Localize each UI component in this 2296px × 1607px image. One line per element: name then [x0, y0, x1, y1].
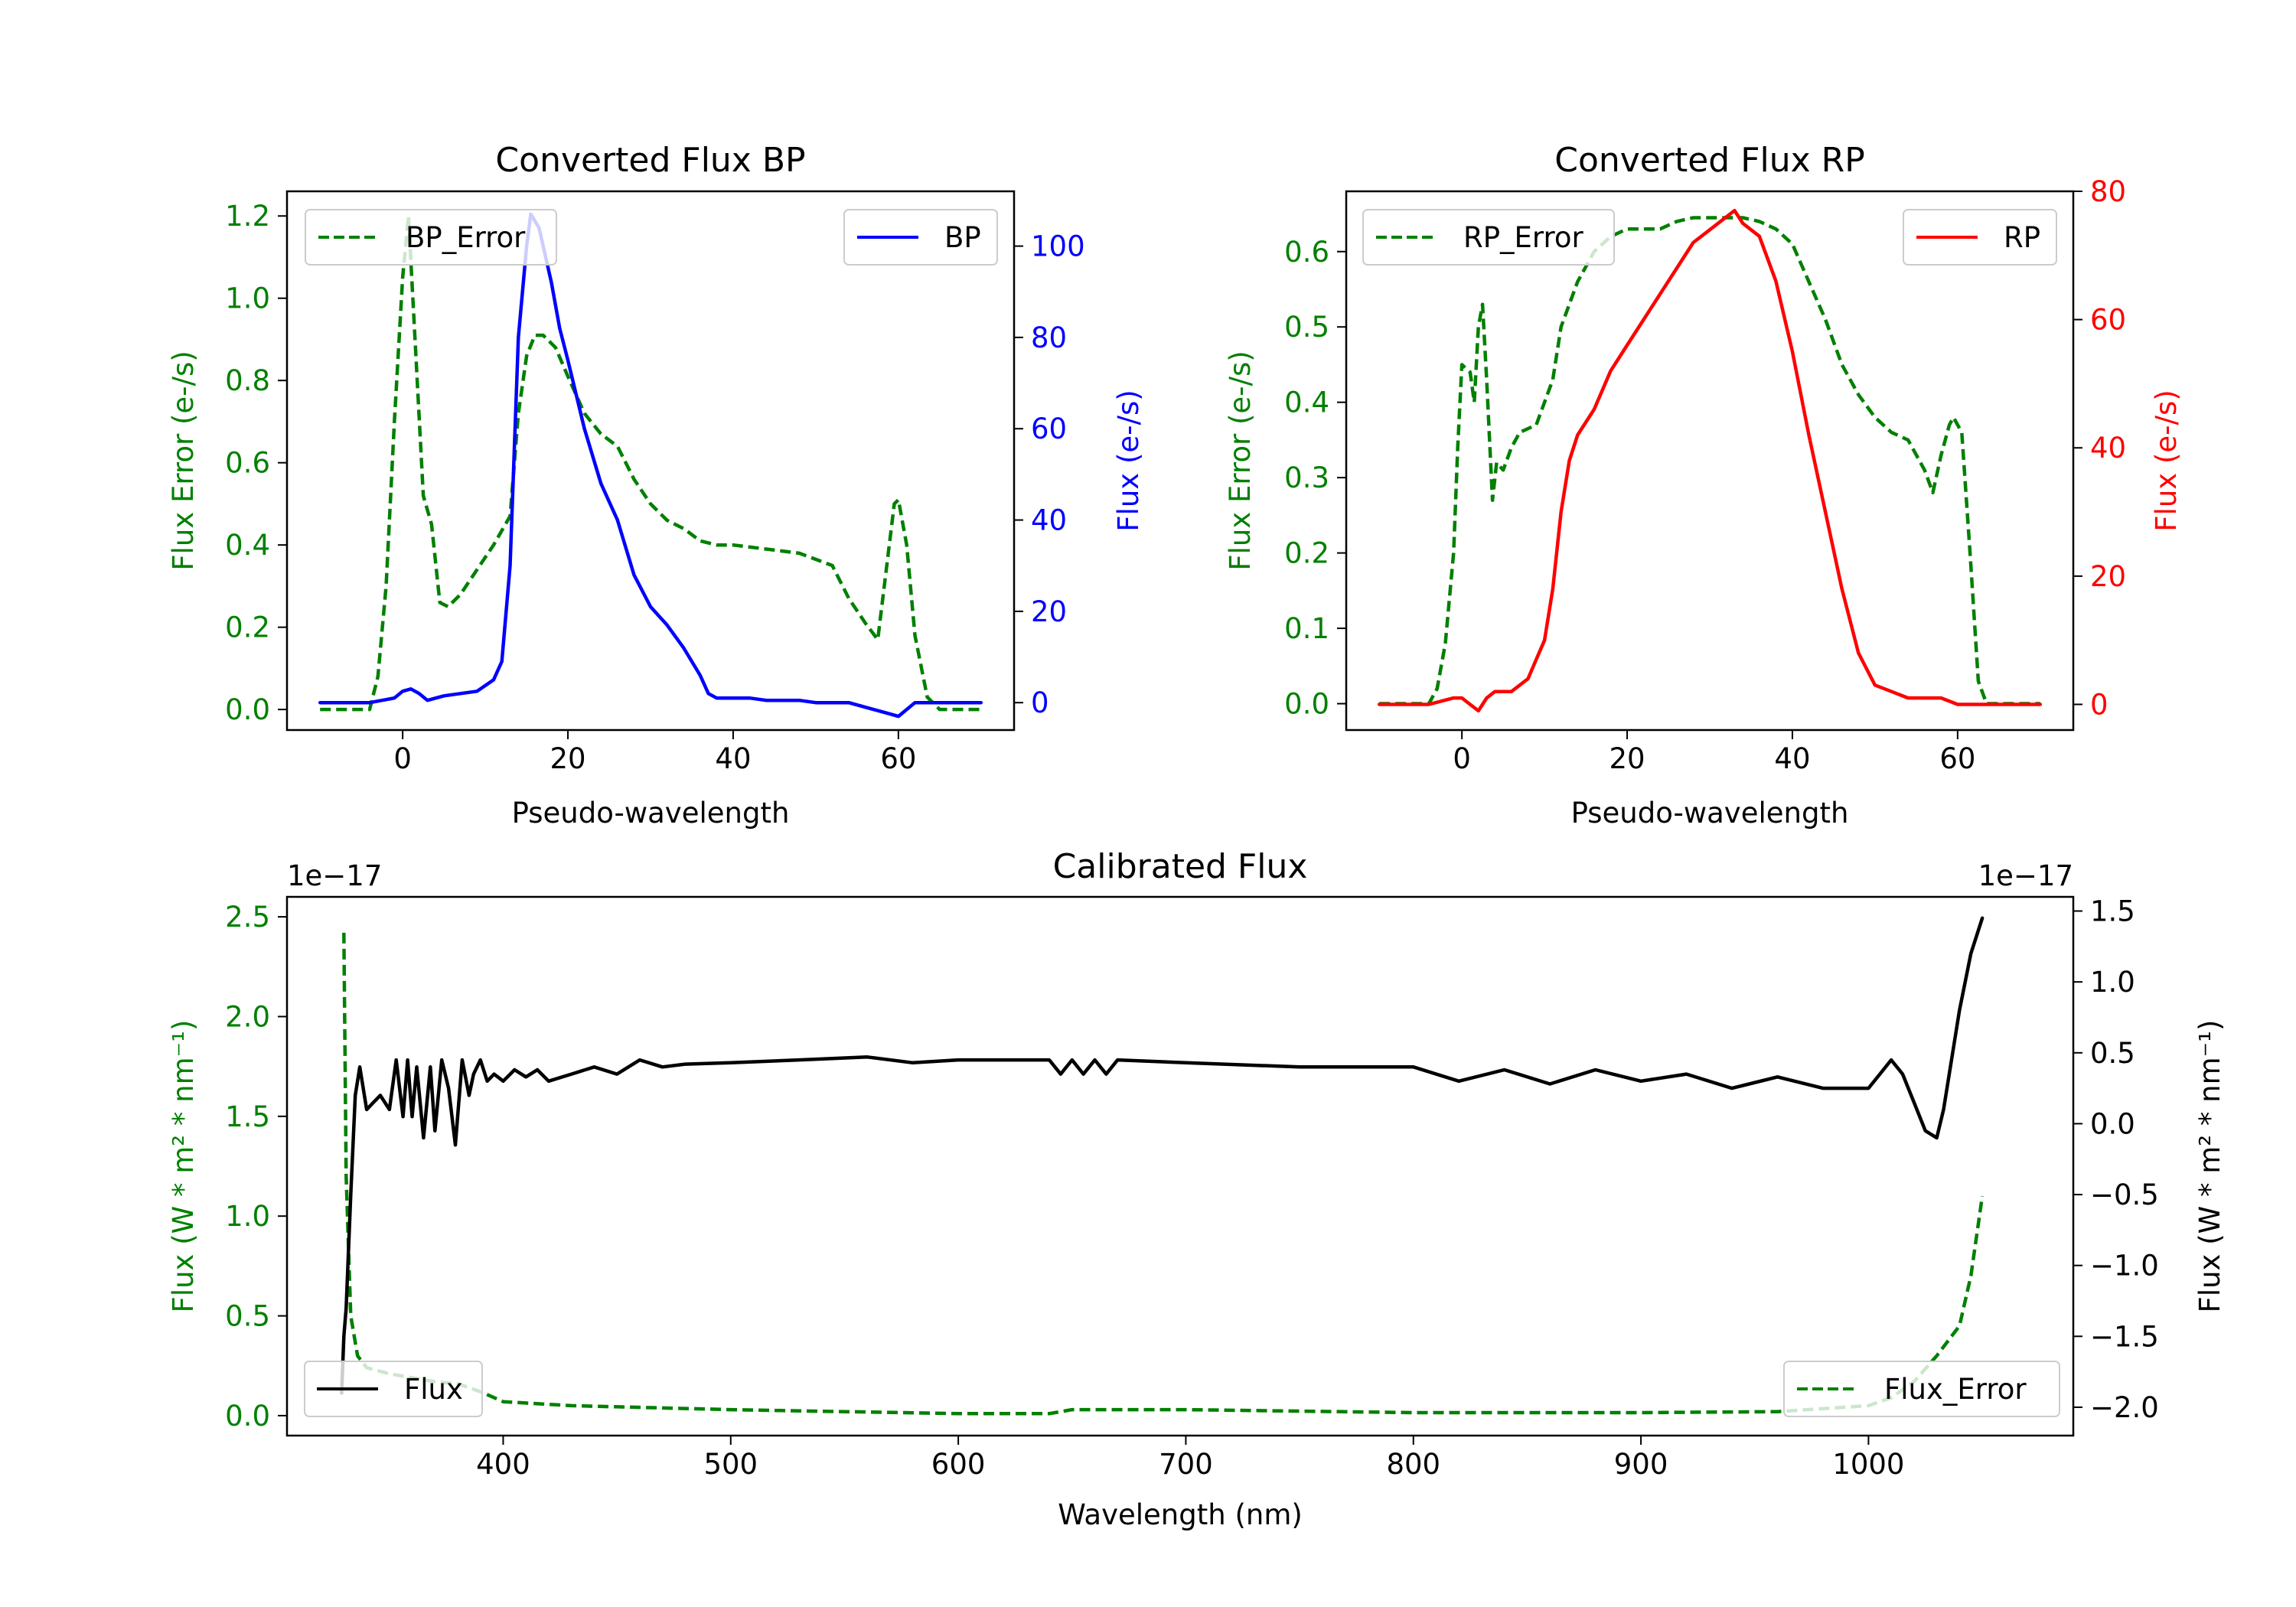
legend-label-rp-error: RP_Error: [1463, 221, 1583, 254]
calibrated-ytick-left-label: 2.0: [225, 1000, 270, 1033]
legend-label-bp: BP: [944, 221, 981, 254]
panel-rp-ylabel-left: Flux Error (e-/s): [1224, 350, 1257, 570]
calibrated-ytick-left-label: 1.0: [225, 1200, 270, 1233]
offset-text-right: 1e−17: [1978, 859, 2073, 892]
panel-calibrated-ylabel-left: Flux (W * m² * nm⁻¹): [167, 1020, 200, 1313]
rp-ytick-right-label: 0: [2090, 688, 2108, 721]
rp-xtick-label: 20: [1609, 742, 1645, 775]
calibrated-ytick-right-label: 1.0: [2090, 966, 2135, 999]
bp-ytick-left-label: 0.6: [225, 447, 270, 480]
calibrated-xtick-label: 800: [1386, 1448, 1440, 1481]
panel-rp-xlabel: Pseudo-wavelength: [1571, 797, 1849, 830]
panel-rp-ylabel-right: Flux (e-/s): [2150, 390, 2183, 531]
rp-ytick-left-label: 0.1: [1284, 612, 1329, 645]
rp-ytick-left-label: 0.5: [1284, 311, 1329, 344]
bp-ytick-right-label: 20: [1031, 595, 1067, 628]
calibrated-ytick-right-label: 0.0: [2090, 1107, 2135, 1140]
bp-xtick-label: 60: [880, 742, 916, 775]
bp-xtick-label: 40: [715, 742, 751, 775]
legend-label-flux: Flux: [404, 1373, 463, 1406]
offset-text-left: 1e−17: [287, 859, 382, 892]
panel-bp: Converted Flux BP 0 20 40 60 0.0 0.2 0.4 0.6 0.…: [167, 141, 1145, 830]
panel-bp-legend-flux: BP: [843, 209, 998, 266]
bp-xtick-label: 0: [393, 742, 412, 775]
bp-ytick-left-label: 0.4: [225, 529, 270, 562]
calibrated-ytick-right-label: −2.0: [2090, 1391, 2159, 1424]
panel-bp-ylabel-left: Flux Error (e-/s): [167, 350, 200, 570]
panel-calibrated-title: Calibrated Flux: [1053, 847, 1308, 886]
bp-ytick-left-label: 0.0: [225, 693, 270, 726]
bp-ytick-right-label: 80: [1031, 321, 1067, 354]
calibrated-ytick-right-label: 1.5: [2090, 895, 2135, 928]
rp-ytick-left-label: 0.2: [1284, 537, 1329, 570]
calibrated-ytick-right-label: −1.5: [2090, 1320, 2159, 1353]
panel-bp-ylabel-right: Flux (e-/s): [1112, 390, 1145, 531]
rp-ytick-left-label: 0.3: [1284, 461, 1329, 494]
bp-ytick-left-label: 0.2: [225, 611, 270, 644]
bp-ytick-right-label: 100: [1031, 230, 1085, 263]
panel-bp-xlabel: Pseudo-wavelength: [512, 797, 790, 830]
rp-ytick-left-label: 0.4: [1284, 386, 1329, 419]
panel-rp-title: Converted Flux RP: [1554, 141, 1865, 180]
calibrated-xtick-label: 700: [1159, 1448, 1213, 1481]
calibrated-ytick-right-label: 0.5: [2090, 1037, 2135, 1070]
rp-ytick-right-label: 80: [2090, 175, 2126, 208]
panel-calibrated-legend-flux: Flux: [304, 1361, 483, 1417]
calibrated-xtick-label: 900: [1614, 1448, 1668, 1481]
calibrated-xtick-label: 1000: [1832, 1448, 1904, 1481]
panel-calibrated: Calibrated Flux 400 500 600 700 800 900 1000 0…: [167, 847, 2226, 1531]
panel-calibrated-legend-error: Flux_Error: [1783, 1361, 2060, 1417]
calibrated-ytick-right-label: −1.0: [2090, 1250, 2159, 1283]
rp-ytick-left-label: 0.0: [1284, 688, 1329, 721]
panel-calibrated-xlabel: Wavelength (nm): [1058, 1498, 1303, 1531]
panel-bp-title: Converted Flux BP: [495, 141, 805, 180]
panel-calibrated-axes-frame: [285, 895, 2075, 1437]
legend-label-rp: RP: [2004, 221, 2040, 254]
panel-bp-axes-frame: [285, 190, 1016, 732]
bp-ytick-left-label: 0.8: [225, 364, 270, 397]
calibrated-xtick-label: 600: [931, 1448, 986, 1481]
rp-ytick-right-label: 60: [2090, 304, 2126, 337]
calibrated-xtick-label: 500: [703, 1448, 758, 1481]
rp-xtick-label: 60: [1939, 742, 1975, 775]
bp-xtick-label: 20: [550, 742, 585, 775]
calibrated-ytick-left-label: 2.5: [225, 901, 270, 934]
bp-ytick-right-label: 60: [1031, 412, 1067, 445]
bp-ytick-right-label: 0: [1031, 686, 1049, 719]
rp-xtick-label: 40: [1774, 742, 1810, 775]
series-bp-error-line: [320, 214, 981, 712]
panel-bp-legend-error: BP_Error: [305, 209, 557, 266]
calibrated-ytick-right-label: −0.5: [2090, 1178, 2159, 1211]
rp-ytick-right-label: 20: [2090, 560, 2126, 593]
panel-calibrated-ylabel-right: Flux (W * m² * nm⁻¹): [2193, 1020, 2226, 1313]
bp-ytick-right-label: 40: [1031, 504, 1067, 537]
rp-ytick-right-label: 40: [2090, 432, 2126, 464]
panel-rp-axes-frame: [1345, 190, 2075, 732]
legend-label-flux-error: Flux_Error: [1884, 1373, 2027, 1406]
calibrated-ytick-left-label: 1.5: [225, 1100, 270, 1133]
series-bp-line: [318, 212, 983, 719]
panel-rp-legend-flux: RP: [1903, 209, 2057, 266]
series-rp-line: [1377, 208, 2043, 713]
rp-ytick-left-label: 0.6: [1284, 236, 1329, 269]
calibrated-ytick-left-label: 0.0: [225, 1400, 270, 1433]
series-rp-error-line: [1379, 216, 2040, 706]
bp-ytick-left-label: 1.2: [225, 200, 270, 233]
legend-label-bp-error: BP_Error: [406, 221, 526, 254]
rp-xtick-label: 0: [1453, 742, 1471, 775]
series-flux-line: [340, 916, 1985, 1395]
calibrated-ytick-left-label: 0.5: [225, 1300, 270, 1333]
panel-rp-legend-error: RP_Error: [1362, 209, 1615, 266]
calibrated-xtick-label: 400: [476, 1448, 530, 1481]
panel-rp: Converted Flux RP 0 20 40 60 0.0 0.1 0.2 0.3 0.…: [1224, 141, 2183, 830]
series-flux-error-line: [342, 932, 1985, 1416]
bp-ytick-left-label: 1.0: [225, 282, 270, 315]
